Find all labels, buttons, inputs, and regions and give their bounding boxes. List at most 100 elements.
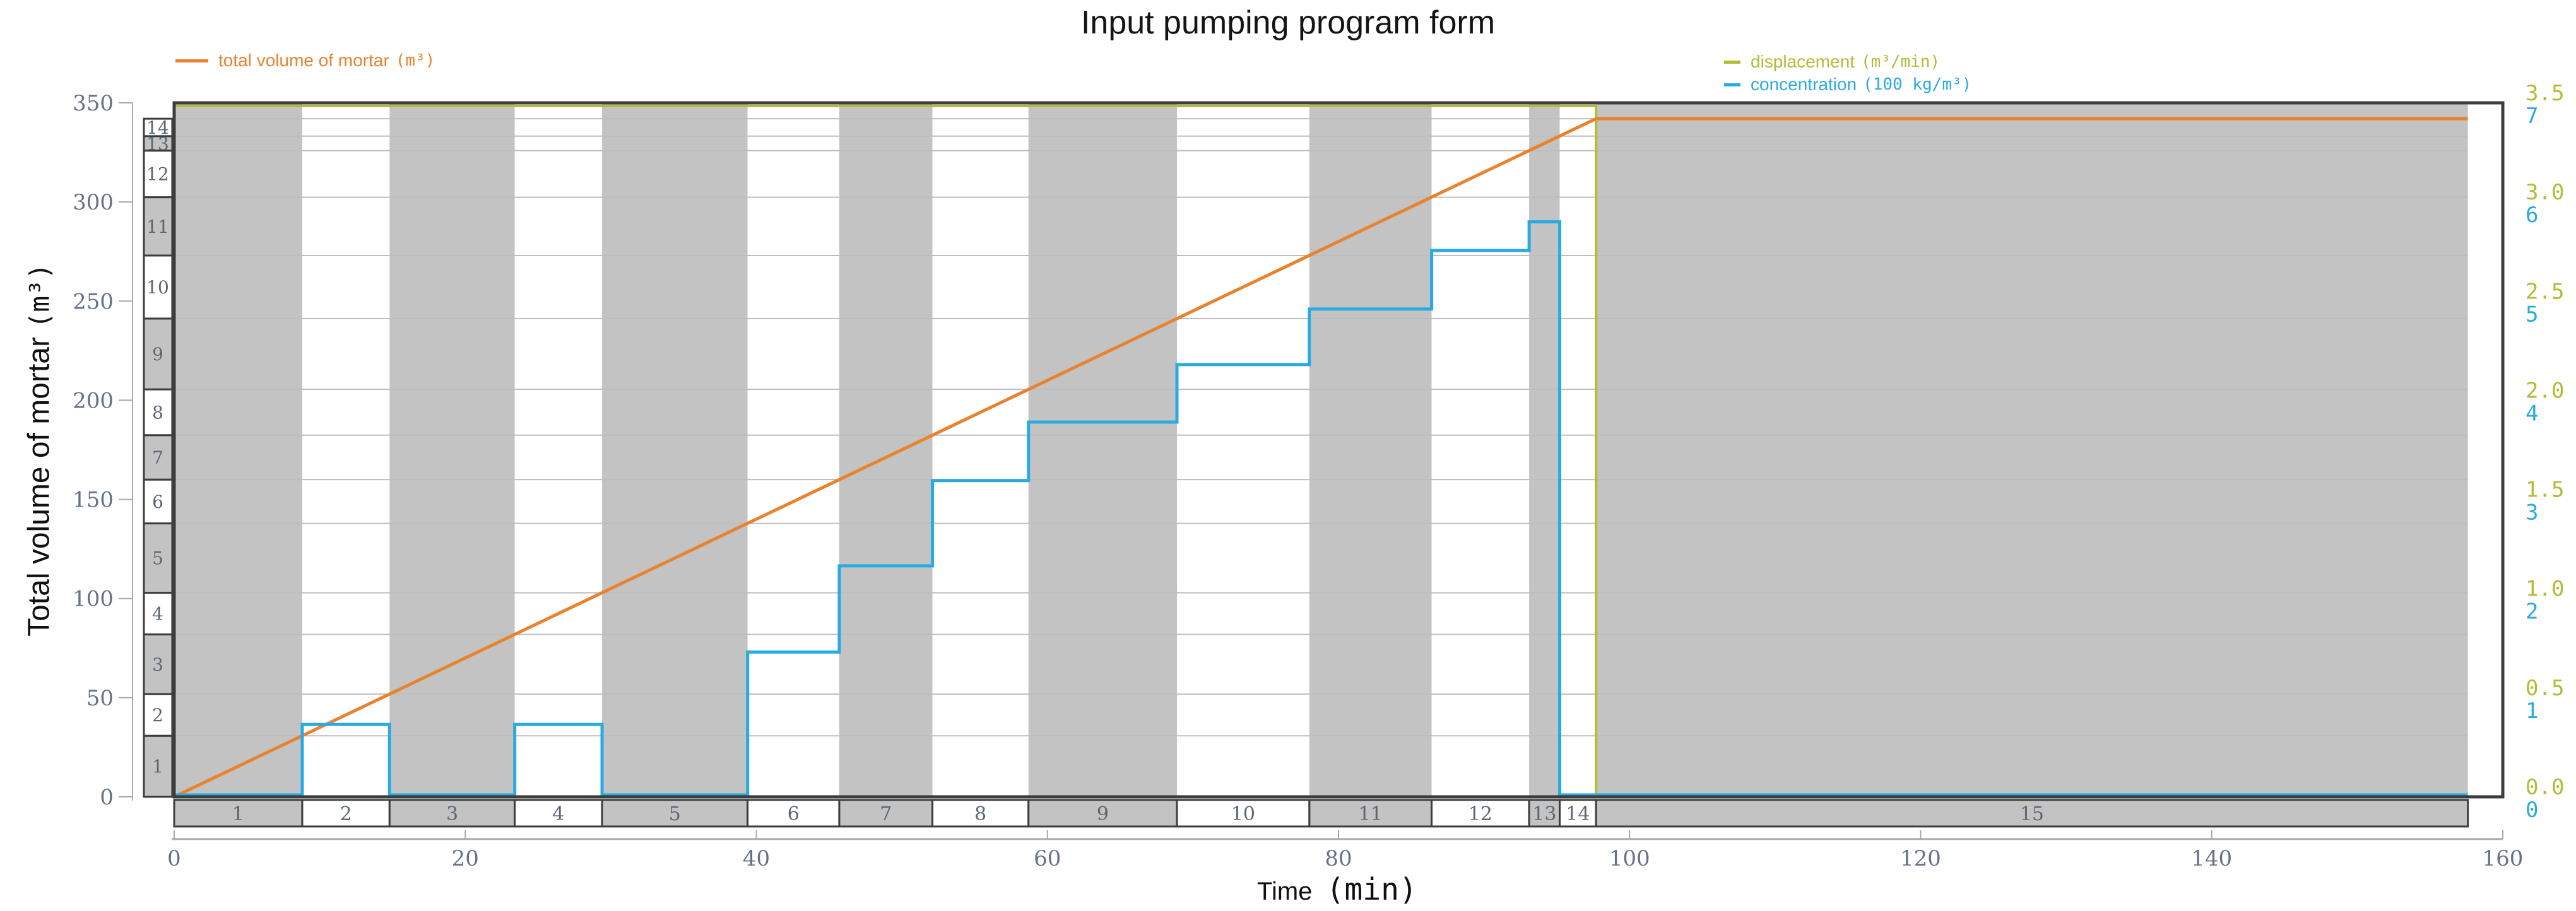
y-tick-label: 200 (73, 388, 114, 413)
legend-volume-unit: (m³) (395, 51, 435, 70)
stage-volume-box-label: 4 (152, 604, 163, 625)
legend-item-volume: total volume of mortar (m³) (175, 50, 435, 71)
x-axis-title: Time (min) (1257, 872, 1417, 907)
stage-band-13 (1529, 103, 1560, 797)
x-tick-label: 0 (167, 846, 181, 871)
stage-band-12 (1431, 103, 1530, 797)
legend-displacement-unit: (m³/min) (1860, 52, 1941, 71)
stage-band-2 (302, 103, 390, 797)
stage-volume-box-label: 2 (152, 705, 163, 726)
x-tick-label: 60 (1034, 846, 1061, 871)
stage-volume-box-label: 9 (152, 344, 163, 365)
right-axis-labels: 0.00 0.51 1.02 1.53 2.04 2.55 3.06 3.57 (2526, 81, 2564, 823)
stage-cell-label: 1 (232, 803, 244, 825)
y-tick-label: 0 (100, 785, 114, 810)
stage-volume-box-10 (143, 254, 174, 320)
stage-cell-label: 13 (1532, 803, 1556, 825)
right-axis-concentration-label: 5 (2526, 302, 2538, 327)
stage-band-15 (1596, 103, 2468, 797)
stage-band-14 (1559, 103, 1597, 797)
stage-volume-box-9 (143, 317, 174, 391)
x-tick-label: 20 (452, 846, 479, 871)
legend-concentration-label: concentration (1751, 74, 1857, 94)
stage-cell-label: 9 (1097, 803, 1109, 825)
right-axis-concentration-label: 4 (2526, 401, 2538, 426)
legend-right: displacement (m³/min) concentration (100… (1724, 52, 1971, 95)
stage-volume-box-label: 10 (146, 277, 169, 298)
concentration-line (174, 220, 2468, 797)
total-volume-line (173, 117, 2468, 799)
concentration-line-swatch (1724, 83, 1740, 86)
legend-item-concentration: concentration (100 kg/m³) (1724, 74, 1971, 95)
right-axis-displacement-label: 2.0 (2526, 378, 2564, 403)
stage-band-4 (514, 103, 603, 797)
stage-cell-7 (838, 799, 934, 828)
stage-volume-box-label: 12 (146, 164, 169, 185)
right-axis-concentration-label: 3 (2526, 500, 2538, 526)
stage-volume-box-2 (143, 693, 174, 737)
stage-volume-box-4 (143, 592, 174, 636)
stage-volume-box-14 (143, 117, 174, 138)
right-axis-concentration-label: 6 (2526, 203, 2538, 228)
right-axis-displacement-label: 0.0 (2526, 775, 2564, 800)
stage-cell-9 (1027, 799, 1178, 828)
page-title: Input pumping program form (1080, 4, 1496, 41)
x-tick-label: 160 (2483, 846, 2524, 871)
stage-cell-label: 4 (552, 803, 564, 825)
right-axis-displacement-label: 3.0 (2526, 180, 2564, 205)
stage-band-5 (602, 103, 748, 797)
stage-number-row: 1 2 3 4 5 6 7 8 9 10 11 12 13 14 15 (173, 799, 2469, 828)
volume-series (173, 117, 2468, 799)
stage-volume-box-label: 7 (152, 447, 163, 468)
stage-volume-box-label: 5 (152, 548, 163, 569)
legend-displacement-label: displacement (1751, 52, 1855, 71)
stage-bands (174, 103, 2468, 797)
legend-volume-label: total volume of mortar (218, 50, 389, 70)
stage-band-1 (174, 103, 302, 797)
right-axis-concentration-label: 0 (2526, 797, 2538, 823)
legend-item-displacement: displacement (m³/min) (1724, 52, 1971, 72)
stage-cell-15 (1595, 799, 2469, 828)
stage-cell-6 (747, 799, 841, 828)
y-tick-label: 100 (73, 587, 114, 612)
right-axis-displacement-label: 1.5 (2526, 478, 2564, 503)
stage-cell-label: 5 (669, 803, 681, 825)
stage-volume-box-5 (143, 522, 174, 594)
frame (172, 101, 2505, 799)
x-axis-title-unit: (min) (1326, 872, 1417, 907)
x-axis-title-text: Time (1257, 878, 1313, 905)
x-tick-label: 140 (2191, 846, 2232, 871)
x-tick-label: 120 (1900, 846, 1941, 871)
stage-volume-box-12 (143, 150, 174, 199)
y-tick-label: 300 (73, 190, 114, 215)
stage-band-3 (389, 103, 515, 797)
y-axis: 0 50 100 150 200 250 300 350 (73, 91, 133, 810)
stage-volume-box-3 (143, 633, 174, 695)
stage-cell-label: 15 (2020, 803, 2044, 825)
stage-volume-box-label: 14 (146, 117, 169, 138)
stage-cell-label: 3 (446, 803, 458, 825)
y-tick-label: 250 (73, 289, 114, 314)
stage-volume-box-label: 11 (146, 216, 169, 237)
stage-volume-box-6 (143, 478, 174, 525)
right-axis-concentration-label: 1 (2526, 698, 2538, 724)
volume-line-swatch (175, 59, 208, 62)
stage-cell-label: 14 (1566, 803, 1590, 825)
stage-cell-label: 8 (974, 803, 986, 825)
stage-cell-label: 6 (788, 803, 800, 825)
right-axis-displacement-label: 1.0 (2526, 577, 2564, 602)
stage-cell-label: 12 (1468, 803, 1492, 825)
x-tick-label: 80 (1325, 846, 1352, 871)
x-tick-label: 100 (1609, 846, 1650, 871)
stage-band-11 (1309, 103, 1432, 797)
stage-cell-label: 7 (880, 803, 892, 825)
stage-band-7 (839, 103, 933, 797)
stage-volume-box-label: 1 (152, 756, 163, 777)
stage-volume-box-8 (143, 388, 174, 437)
stage-band-10 (1177, 103, 1309, 797)
right-axis-concentration-label: 2 (2526, 599, 2538, 625)
right-axis-concentration-label: 7 (2526, 103, 2538, 129)
stage-band-8 (932, 103, 1029, 797)
stage-cell-label: 2 (340, 803, 352, 825)
